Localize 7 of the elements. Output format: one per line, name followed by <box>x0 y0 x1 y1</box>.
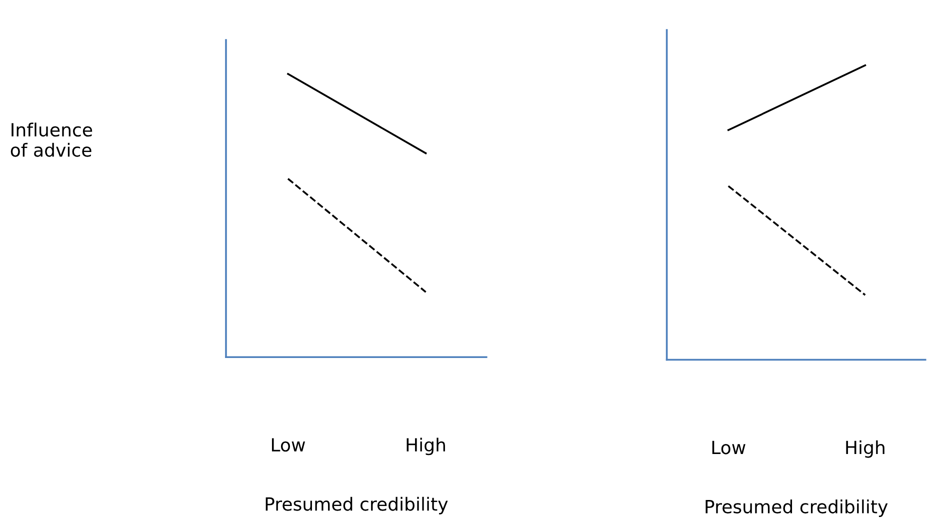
y-axis-title: Influence of advice <box>10 122 92 157</box>
x-tick-label: High <box>406 438 445 456</box>
x-axis-title: Presumed credibility <box>706 499 888 517</box>
x-tick-label: Low <box>712 440 746 454</box>
x-tick-label: High <box>846 440 884 458</box>
x-tick-label: Low <box>272 438 306 452</box>
x-axis-title: Presumed credibility <box>266 496 448 514</box>
